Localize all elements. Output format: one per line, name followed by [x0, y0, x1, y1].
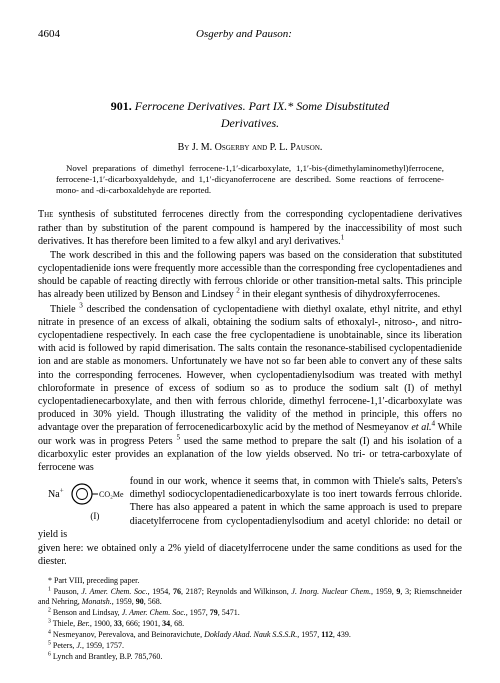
footnote-4: 4 Nesmeyanov, Perevalova, and Beinoravic… [38, 630, 462, 640]
body-paragraph-1: The synthesis of substituted ferrocenes … [38, 208, 462, 248]
footnote-2: 2 Benson and Lindsay, J. Amer. Chem. Soc… [38, 608, 462, 618]
group-label: CO₂Me [99, 490, 124, 499]
para1-rest: synthesis of substituted ferrocenes dire… [38, 209, 462, 246]
running-head: Osgerby and Pauson: [60, 28, 428, 40]
footnote-5: 5 Peters, J., 1959, 1757. [38, 641, 462, 651]
title-line-1: 901. Ferrocene Derivatives. Part IX.* So… [38, 98, 462, 115]
title-line-2: Derivatives. [38, 115, 462, 132]
page-container: { "header": { "page_number": "4604", "ru… [0, 0, 500, 683]
body-paragraph-3c: given here: we obtained only a 2% yield … [38, 542, 462, 568]
footnote-6: 6 Lynch and Brantley, B.P. 785,760. [38, 652, 462, 662]
abstract: Novel preparations of dimethyl ferrocene… [56, 163, 444, 197]
wrapped-block: Na+ CO₂Me (I) found in our work, whence … [38, 475, 462, 542]
title-text-1: Ferrocene Derivatives. Part IX.* Some Di… [135, 99, 390, 113]
article-number: 901. [111, 99, 132, 113]
page-number: 4604 [38, 28, 60, 40]
footnote-1: 1 Pauson, J. Amer. Chem. Soc., 1954, 76,… [38, 587, 462, 607]
footnote-3: 3 Thiele, Ber., 1900, 33, 666; 1901, 34,… [38, 619, 462, 629]
structure-figure: Na+ CO₂Me (I) [48, 477, 124, 521]
first-word: The [38, 209, 53, 220]
article-title: 901. Ferrocene Derivatives. Part IX.* So… [38, 98, 462, 132]
footnotes-block: * Part VIII, preceding paper. 1 Pauson, … [38, 576, 462, 662]
sodium-label: Na+ [48, 489, 64, 500]
footnote-star: * Part VIII, preceding paper. [38, 576, 462, 586]
authors-line: By J. M. Osgerby and P. L. Pauson. [38, 142, 462, 153]
body-paragraph-2: The work described in this and the follo… [38, 249, 462, 302]
running-header: 4604 Osgerby and Pauson: [38, 28, 462, 40]
cyclopentadiene-ring-icon: CO₂Me [64, 477, 124, 511]
structure-roman: (I) [66, 511, 124, 521]
body-paragraph-3a: Thiele 3 described the condensation of c… [38, 303, 462, 474]
